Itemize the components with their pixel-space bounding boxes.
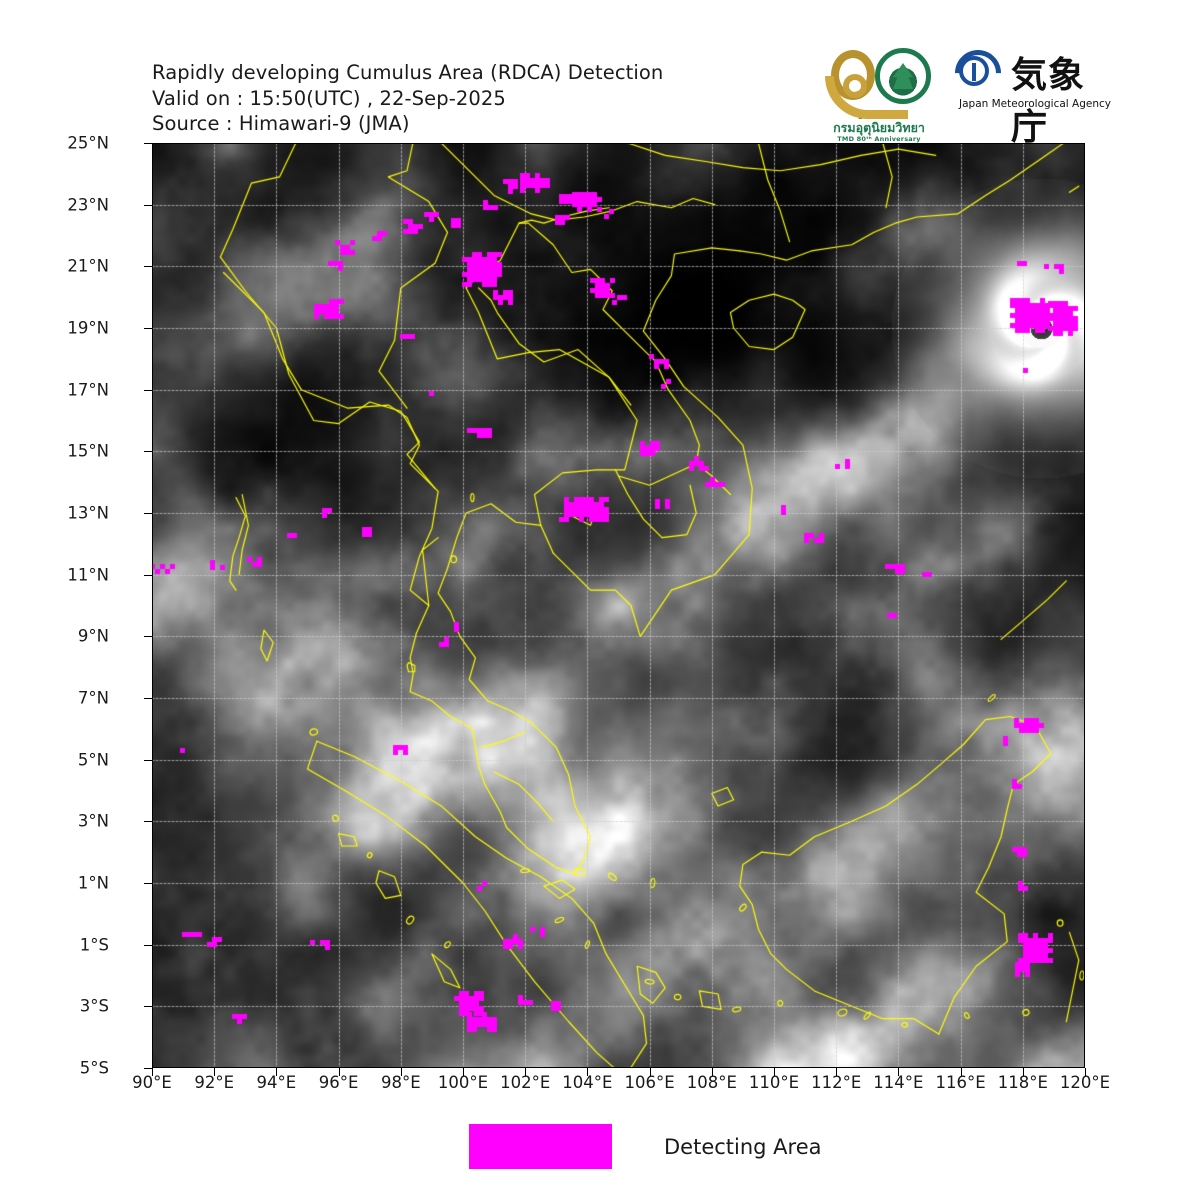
x-axis-tick-mark — [338, 1068, 340, 1076]
y-axis-tick-mark — [144, 513, 152, 514]
x-axis-tick-mark — [836, 1068, 838, 1076]
x-axis-tick-label: 106°E — [624, 1073, 675, 1092]
title-line-source: Source : Himawari-9 (JMA) — [152, 112, 410, 135]
y-axis-tick-label: 3°S — [79, 996, 109, 1016]
header: Rapidly developing Cumulus Area (RDCA) D… — [0, 0, 1200, 148]
tmd-logo-thai-name: กรมอุตุนิยมวิทยา — [833, 120, 925, 135]
y-axis-tick-label: 19°N — [67, 318, 109, 338]
x-axis-tick-label: 118°E — [997, 1073, 1048, 1092]
jma-logo: 気象庁 Japan Meteorological Agency — [945, 40, 1111, 148]
title-line-product: Rapidly developing Cumulus Area (RDCA) D… — [152, 61, 664, 84]
legend-swatch-detecting-area — [469, 1124, 612, 1169]
y-axis-tick-label: 21°N — [67, 256, 109, 276]
y-axis-tick-mark — [144, 451, 152, 453]
y-axis-tick-mark — [144, 574, 152, 576]
y-axis-tick-mark — [144, 266, 152, 268]
y-axis-tick-mark — [144, 944, 152, 946]
y-axis-tick-mark — [144, 759, 152, 761]
y-axis-tick-mark — [144, 636, 152, 638]
y-axis-tick-label: 13°N — [67, 503, 109, 523]
y-axis-tick-mark — [144, 883, 152, 884]
satellite-image-canvas — [152, 143, 1085, 1068]
y-axis-tick-mark — [144, 143, 152, 144]
x-axis-tick-mark — [649, 1068, 651, 1076]
logo-group: 2485-2565 กรมอุตุนิยมวิทยา TMD 80ᵗʰ Anni… — [823, 40, 1111, 148]
satellite-map[interactable] — [152, 143, 1085, 1068]
x-axis-tick-mark — [960, 1068, 962, 1076]
x-axis-tick-mark — [774, 1068, 775, 1076]
x-axis-tick-label: 116°E — [935, 1073, 986, 1092]
y-axis-tick-label: 5°N — [77, 750, 109, 770]
x-axis-tick-mark — [711, 1068, 713, 1076]
jma-emblem-icon — [945, 40, 1011, 106]
x-axis-tick-mark — [525, 1068, 527, 1076]
x-axis-tick-label: 94°E — [256, 1073, 297, 1092]
y-axis-tick-mark — [144, 204, 152, 206]
x-axis-tick-mark — [1022, 1068, 1024, 1076]
legend: Detecting Area — [469, 1124, 822, 1169]
y-axis-tick-label: 3°N — [77, 811, 109, 831]
y-axis-tick-label: 15°N — [67, 441, 109, 461]
x-axis-tick-mark — [214, 1068, 216, 1076]
x-axis-tick-label: 90°E — [132, 1073, 172, 1092]
y-axis-tick-label: 5°S — [79, 1058, 109, 1078]
x-axis-tick-mark — [276, 1068, 278, 1076]
y-axis-tick-mark — [144, 328, 152, 329]
title-line-valid: Valid on : 15:50(UTC) , 22-Sep-2025 — [152, 86, 506, 110]
y-axis-tick-label: 1°N — [77, 873, 109, 893]
y-axis-tick-mark — [144, 1006, 152, 1008]
jma-logo-english: Japan Meteorological Agency — [959, 98, 1111, 110]
y-axis-tick-label: 25°N — [67, 133, 109, 153]
x-axis-tick-label: 112°E — [811, 1073, 862, 1092]
x-axis-tick-label: 92°E — [194, 1073, 235, 1092]
y-axis-tick-label: 11°N — [67, 565, 109, 585]
tmd-logo-subtitle: TMD 80ᵗʰ Anniversary — [837, 135, 921, 143]
x-axis-tick-label: 102°E — [500, 1073, 551, 1092]
y-axis-tick-label: 7°N — [77, 688, 109, 708]
x-axis-tick-label: 96°E — [318, 1073, 359, 1092]
x-axis-tick-mark — [1085, 1068, 1086, 1076]
tmd-seal-icon — [875, 48, 931, 104]
legend-label-detecting-area: Detecting Area — [664, 1134, 822, 1159]
x-axis-tick-label: 108°E — [686, 1073, 737, 1092]
x-axis-tick-label: 120°E — [1059, 1073, 1111, 1092]
page-title: Rapidly developing Cumulus Area (RDCA) D… — [152, 60, 663, 137]
y-axis-tick-mark — [144, 698, 152, 699]
x-axis-tick-mark — [400, 1068, 402, 1076]
x-axis-tick-label: 114°E — [873, 1073, 924, 1092]
x-axis-tick-label: 110°E — [748, 1073, 800, 1092]
x-axis-tick-mark — [587, 1068, 589, 1076]
y-axis-tick-mark — [144, 1068, 152, 1069]
x-axis-tick-label: 98°E — [380, 1073, 421, 1092]
y-axis-tick-label: 1°S — [79, 935, 109, 955]
x-axis-tick-mark — [463, 1068, 464, 1076]
y-axis-tick-mark — [144, 821, 152, 823]
tmd-logo: 2485-2565 กรมอุตุนิยมวิทยา TMD 80ᵗʰ Anni… — [823, 46, 935, 143]
x-axis-tick-label: 100°E — [437, 1073, 489, 1092]
x-axis-tick-mark — [152, 1068, 153, 1076]
x-axis-tick-mark — [898, 1068, 900, 1076]
y-axis-tick-mark — [144, 389, 152, 391]
y-axis-tick-label: 9°N — [77, 626, 109, 646]
x-axis-tick-label: 104°E — [562, 1073, 613, 1092]
y-axis-tick-label: 23°N — [67, 195, 109, 215]
jma-logo-kanji: 気象庁 — [1011, 55, 1086, 148]
y-axis-tick-label: 17°N — [67, 380, 109, 400]
tmd-anniversary-icon — [823, 46, 935, 119]
